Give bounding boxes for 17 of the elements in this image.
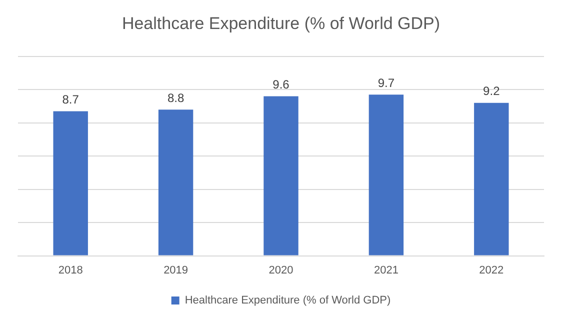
legend-label: Healthcare Expenditure (% of World GDP)	[184, 294, 391, 307]
bar	[368, 94, 404, 256]
bar	[474, 102, 509, 256]
data-label: 8.8	[167, 90, 184, 105]
bar	[158, 110, 194, 256]
x-tick-label: 2018	[58, 264, 83, 276]
bar	[264, 96, 298, 256]
bar	[53, 111, 88, 256]
x-tick-label: 2019	[164, 264, 188, 276]
data-label: 9.2	[483, 84, 500, 98]
data-label: 9.7	[378, 76, 395, 90]
x-tick-label: 2020	[268, 264, 294, 276]
x-tick-label: 2022	[479, 264, 504, 276]
chart-title: Healthcare Expenditure (% of World GDP)	[122, 14, 440, 33]
x-tick-label: 2021	[374, 264, 398, 276]
data-label: 9.6	[272, 78, 290, 92]
data-label: 8.7	[62, 92, 80, 107]
